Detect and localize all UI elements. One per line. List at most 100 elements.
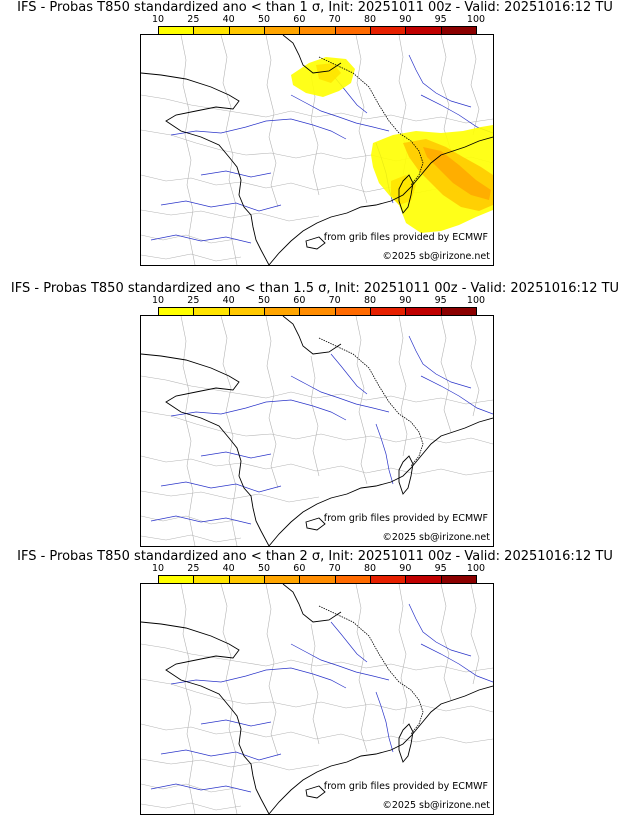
grib-credit: from grib files provided by ECMWF [323, 232, 488, 243]
admin-border-line [141, 515, 237, 525]
colorbar-tick-label: 80 [363, 295, 377, 306]
colorbar-swatch [441, 27, 476, 35]
colorbar: 100 95 90 80 70 60 50 40 25 10 [152, 563, 485, 593]
colorbar-swatch [370, 576, 407, 584]
map-area: from grib files provided by ECMWF ©2025 … [140, 315, 494, 547]
admin-border-line [470, 584, 480, 685]
colorbar-swatch [406, 576, 442, 584]
colorbar-swatch [159, 576, 195, 584]
colorbar-tick-label: 10 [151, 563, 165, 574]
admin-border-line [141, 783, 237, 793]
admin-border-line [180, 35, 196, 265]
admin-border-line [265, 584, 279, 757]
colorbar-tick-label: 100 [466, 295, 486, 306]
colorbar: 100 95 90 80 70 60 50 40 25 10 [152, 295, 485, 325]
colorbar-tick-label: 25 [187, 563, 200, 574]
national-border [318, 605, 424, 735]
colorbar-swatch [264, 308, 301, 316]
colorbar-swatch [406, 27, 442, 35]
map-panel-3: IFS - Probas T850 standardized ano < tha… [0, 549, 630, 821]
admin-border-line [141, 253, 242, 262]
admin-border-line [141, 94, 493, 124]
map-svg [141, 35, 493, 265]
coastline [282, 584, 342, 623]
river-line [290, 375, 390, 413]
river-line [160, 200, 282, 212]
colorbar-swatch [229, 576, 265, 584]
admin-border-line [141, 234, 237, 244]
panel-title: IFS - Probas T850 standardized ano < tha… [17, 549, 613, 564]
river-line [170, 118, 347, 140]
corsica-coastline [398, 723, 414, 763]
admin-border-line [180, 316, 196, 546]
admin-border-line [440, 316, 452, 433]
admin-border-line [141, 375, 493, 405]
river-line [408, 335, 472, 389]
river-line [170, 667, 347, 689]
admin-border-line [141, 410, 493, 445]
colorbar-tick-label: 90 [399, 295, 412, 306]
national-border [318, 337, 424, 467]
island-coastline [305, 236, 326, 250]
colorbar-tick-label: 100 [466, 14, 486, 25]
colorbar-swatch [335, 308, 371, 316]
admin-border-line [220, 584, 238, 814]
rivers [150, 335, 493, 525]
admin-border-line [310, 355, 320, 477]
colorbar-swatch [194, 576, 230, 584]
colorbar-tick-label: 95 [434, 14, 447, 25]
colorbar-tick-label: 80 [363, 14, 377, 25]
river-line [150, 234, 252, 244]
colorbar-strip [158, 307, 477, 317]
corsica-coastline [398, 455, 414, 495]
colorbar-swatch [370, 27, 407, 35]
grib-credit: from grib files provided by ECMWF [323, 513, 488, 524]
coastline [268, 685, 493, 814]
colorbar-swatch [441, 308, 476, 316]
river-line [408, 54, 472, 108]
admin-borders [141, 316, 493, 546]
river-line [375, 423, 394, 485]
admin-border-line [355, 316, 368, 485]
admin-border-line [141, 209, 320, 222]
probability-area-25 [316, 63, 341, 83]
colorbar-tick-label: 50 [257, 563, 271, 574]
admin-border-line [355, 35, 368, 204]
colorbar-tick-label: 60 [293, 295, 306, 306]
river-line [160, 749, 282, 761]
island-coastline [305, 517, 326, 531]
panel-title: IFS - Probas T850 standardized ano < tha… [10, 281, 620, 296]
map-svg [141, 584, 493, 814]
colorbar-tick-label: 10 [151, 14, 165, 25]
river-line [290, 643, 390, 681]
grib-credit: from grib files provided by ECMWF [323, 781, 488, 792]
colorbar-tick-label: 10 [151, 295, 165, 306]
river-line [375, 691, 394, 753]
admin-border-line [310, 623, 320, 745]
colorbar-swatch [335, 27, 371, 35]
colorbar-swatch [370, 308, 407, 316]
coastline [268, 417, 493, 546]
admin-border-line [265, 316, 279, 489]
colorbar-tick-label: 95 [434, 295, 447, 306]
river-line [290, 94, 390, 132]
colorbar-tick-label: 50 [257, 295, 271, 306]
probability-area-50 [423, 147, 491, 200]
copyright-credit: ©2025 sb@irizone.net [382, 251, 490, 262]
national-border [318, 56, 424, 186]
coastline [268, 136, 493, 265]
admin-border-line [141, 758, 320, 771]
coastline [282, 316, 342, 355]
colorbar-tick-label: 70 [328, 563, 341, 574]
colorbar-swatch [264, 576, 301, 584]
river-line [150, 515, 252, 525]
river-line [420, 375, 493, 415]
colorbar-tick-label: 25 [187, 14, 200, 25]
rivers [150, 603, 493, 793]
colorbar-tick-label: 95 [434, 563, 447, 574]
colorbar-swatch [159, 308, 195, 316]
colorbar: 100 95 90 80 70 60 50 40 25 10 [152, 14, 485, 44]
river-line [160, 481, 282, 493]
river-line [200, 719, 272, 727]
colorbar-tick-label: 50 [257, 14, 271, 25]
